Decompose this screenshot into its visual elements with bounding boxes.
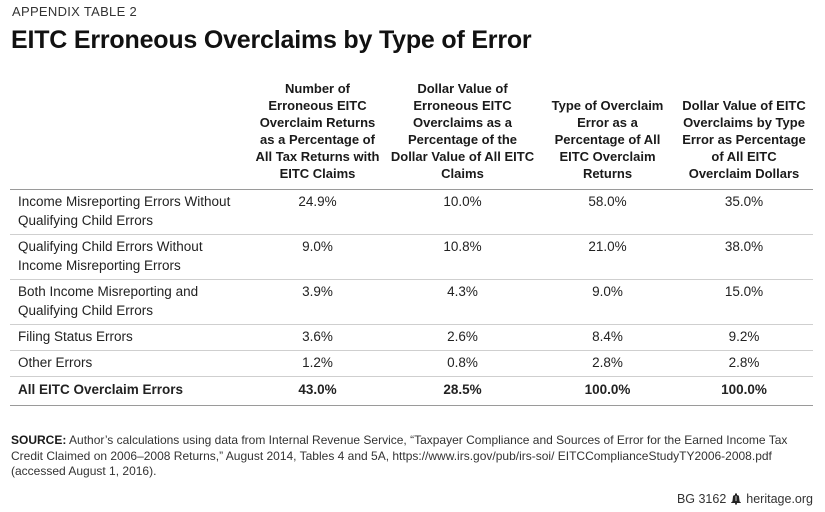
table-row: Filing Status Errors 3.6% 2.6% 8.4% 9.2% (10, 325, 813, 351)
table-header-row: Number of Erroneous EITC Overclaim Retur… (10, 80, 813, 190)
table-cell: 2.8% (728, 355, 760, 370)
table-cell: 28.5% (443, 382, 482, 397)
header-pct-dollars: Dollar Value of Erroneous EITC Overclaim… (390, 81, 535, 181)
table-cell: 1.2% (302, 355, 333, 370)
row-label: Qualifying Child Errors Without Income M… (18, 239, 203, 273)
table-cell: 10.0% (443, 194, 482, 209)
table-cell: 9.0% (592, 284, 623, 299)
header-pct-returns: Number of Erroneous EITC Overclaim Retur… (255, 81, 380, 181)
table-cell: 100.0% (721, 382, 767, 397)
site-name: heritage.org (746, 492, 813, 506)
source-text: Author’s calculations using data from In… (11, 433, 788, 478)
table-cell: 43.0% (298, 382, 337, 397)
table-row: Income Misreporting Errors Without Quali… (10, 190, 813, 235)
table-cell: 8.4% (592, 329, 623, 344)
row-label: Income Misreporting Errors Without Quali… (18, 194, 231, 228)
row-label: All EITC Overclaim Errors (18, 382, 184, 397)
table-kicker: APPENDIX TABLE 2 (12, 4, 137, 19)
table-cell: 2.8% (592, 355, 623, 370)
table-cell: 3.6% (302, 329, 333, 344)
table-cell: 9.0% (302, 239, 333, 254)
table-cell: 38.0% (724, 239, 764, 254)
table-cell: 21.0% (588, 239, 627, 254)
table-cell: 15.0% (724, 284, 764, 299)
table-cell: 24.9% (298, 194, 337, 209)
table-cell: 2.6% (447, 329, 478, 344)
report-code: BG 3162 (676, 492, 727, 506)
page-title: EITC Erroneous Overclaims by Type of Err… (11, 26, 532, 54)
footer-credit: BG 3162 heritage.org (677, 492, 813, 506)
table-cell: 58.0% (588, 194, 627, 209)
table-row: Other Errors 1.2% 0.8% 2.8% 2.8% (10, 351, 813, 377)
source-note: SOURCE: Author’s calculations using data… (11, 433, 791, 480)
table-cell: 100.0% (584, 382, 631, 397)
source-label: SOURCE: (11, 433, 67, 447)
table-cell: 4.3% (447, 284, 478, 299)
liberty-bell-icon (730, 493, 742, 505)
header-type-pct-returns: Type of Overclaim Error as a Percentage … (551, 98, 664, 181)
row-label: Filing Status Errors (18, 329, 133, 344)
table-cell: 0.8% (447, 355, 478, 370)
row-label: Both Income Misreporting and Qualifying … (18, 284, 199, 318)
header-type-pct-dollars: Dollar Value of EITC Overclaims by Type … (682, 98, 806, 181)
table-cell: 3.9% (302, 284, 333, 299)
table-total-row: All EITC Overclaim Errors 43.0% 28.5% 10… (10, 377, 813, 406)
table-cell: 35.0% (724, 194, 764, 209)
row-label: Other Errors (18, 355, 93, 370)
table-row: Both Income Misreporting and Qualifying … (10, 280, 813, 325)
table-row: Qualifying Child Errors Without Income M… (10, 235, 813, 280)
table-cell: 9.2% (728, 329, 760, 344)
header-row-label (10, 80, 250, 190)
overclaims-table: Number of Erroneous EITC Overclaim Retur… (10, 80, 813, 406)
table-cell: 10.8% (443, 239, 482, 254)
